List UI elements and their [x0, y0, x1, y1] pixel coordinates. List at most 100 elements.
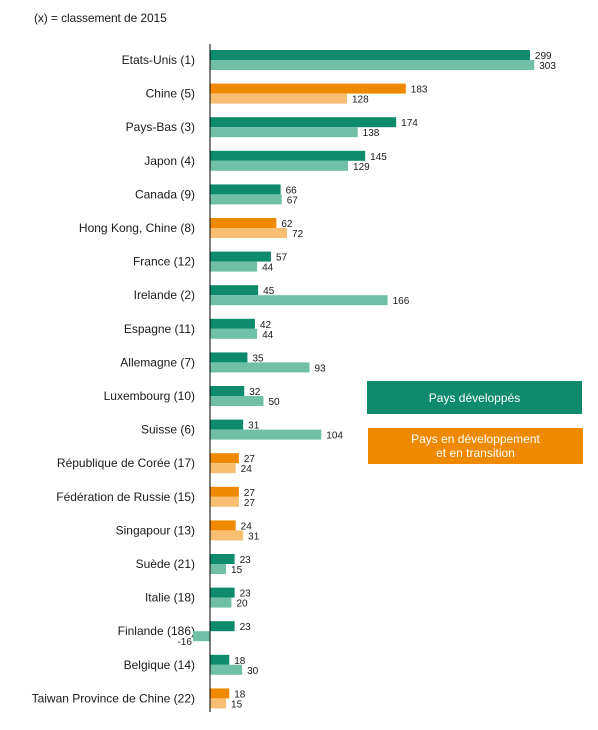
bar-2015: [210, 530, 244, 541]
bar-2015: [210, 328, 258, 339]
category-label: Etats-Unis (1): [122, 53, 195, 67]
data-label: 72: [292, 229, 304, 240]
bar-2016: [210, 50, 530, 60]
bar-2016: [210, 184, 281, 195]
data-label: -16: [177, 637, 192, 648]
data-label: 35: [252, 353, 264, 364]
category-label: Suisse (6): [141, 423, 195, 437]
data-label: 66: [286, 185, 298, 196]
data-label: 15: [231, 565, 243, 576]
bar-2016: [210, 654, 230, 665]
data-label: 104: [326, 431, 343, 442]
data-label: 50: [269, 397, 281, 408]
bar-2015: [210, 564, 227, 574]
bar-2015: [210, 160, 349, 171]
data-label: 27: [244, 454, 256, 465]
data-label: 31: [248, 421, 260, 432]
data-label: 145: [370, 152, 387, 163]
category-label: Singapour (13): [116, 523, 195, 537]
data-label: 174: [401, 118, 418, 129]
bar-2016: [210, 621, 235, 632]
data-label: 32: [249, 387, 261, 398]
category-label: Fédération de Russie (15): [56, 490, 195, 504]
category-label: Italie (18): [145, 591, 195, 605]
data-label: 303: [539, 61, 556, 72]
data-label: 129: [353, 162, 370, 173]
category-label: France (12): [133, 255, 195, 269]
ranking-note: (x) = classement de 2015: [34, 11, 167, 25]
bar-2015: [210, 93, 347, 104]
bar-2016: [210, 419, 244, 430]
data-label: 166: [393, 296, 410, 307]
data-label: 27: [244, 498, 256, 509]
data-label: 62: [281, 219, 293, 230]
bar-2016: [210, 318, 255, 329]
legend-transition-label-line1: Pays en développement: [411, 432, 540, 446]
bar-2016: [210, 486, 239, 497]
category-label: Chine (5): [146, 87, 195, 101]
data-label: 93: [315, 363, 327, 374]
category-label: Belgique (14): [124, 658, 195, 672]
bar-2016: [210, 285, 259, 296]
bar-2015: [210, 228, 288, 238]
bar-2016: [210, 386, 245, 396]
category-label: Suède (21): [136, 557, 195, 571]
data-label: 183: [411, 85, 428, 96]
data-label: 44: [262, 263, 274, 274]
data-label: 23: [240, 589, 252, 600]
legend-transition-label-line2: et en transition: [436, 446, 515, 460]
legend-developed-label: Pays développés: [428, 390, 521, 405]
data-label: 57: [276, 253, 288, 264]
data-label: 67: [287, 195, 299, 206]
bar-2015: [192, 631, 210, 642]
data-label: 23: [240, 555, 252, 566]
data-label: 18: [234, 656, 246, 667]
data-label: 24: [241, 521, 253, 532]
bar-2015: [210, 496, 239, 507]
data-label: 44: [262, 330, 274, 341]
data-label: 20: [236, 599, 248, 610]
legend-transition: Pays en développement et en transition: [368, 428, 583, 464]
bar-2016: [210, 520, 236, 531]
bar-2015: [210, 194, 282, 205]
category-label: Pays-Bas (3): [126, 120, 195, 134]
bar-2015: [210, 463, 236, 474]
category-label: Finlande (186): [118, 624, 195, 638]
bar-2016: [210, 218, 277, 228]
category-label: Luxembourg (10): [104, 389, 195, 403]
data-label: 30: [247, 666, 259, 677]
bar-2016: [210, 554, 235, 564]
category-label: Espagne (11): [124, 322, 195, 336]
bar-2015: [210, 396, 264, 406]
data-label: 18: [234, 689, 246, 700]
legend-developed: Pays développés: [367, 381, 582, 414]
data-label: 128: [352, 95, 369, 106]
data-label: 138: [363, 128, 380, 139]
bar-2015: [210, 698, 227, 709]
data-label: 42: [260, 320, 272, 331]
bar-2016: [210, 251, 271, 262]
category-label: Canada (9): [135, 187, 195, 201]
bar-2016: [210, 352, 248, 363]
bar-2015: [210, 261, 258, 272]
bar-2015: [210, 295, 388, 306]
data-label: 45: [263, 286, 275, 297]
data-label: 27: [244, 488, 256, 499]
bar-2015: [210, 664, 243, 675]
data-label: 15: [231, 699, 243, 710]
bar-2016: [210, 150, 366, 161]
data-label: 31: [248, 531, 260, 542]
data-label: 299: [535, 51, 552, 62]
bar-2016: [210, 688, 230, 699]
bar-2016: [210, 117, 397, 128]
bar-2016: [210, 587, 235, 598]
category-label: République de Corée (17): [57, 456, 195, 470]
category-label: Taiwan Province de Chine (22): [32, 691, 195, 705]
category-label: Japon (4): [144, 154, 195, 168]
bar-2015: [210, 597, 232, 608]
bar-2015: [210, 60, 535, 70]
category-label: Allemagne (7): [120, 355, 195, 369]
bar-2015: [210, 429, 322, 440]
